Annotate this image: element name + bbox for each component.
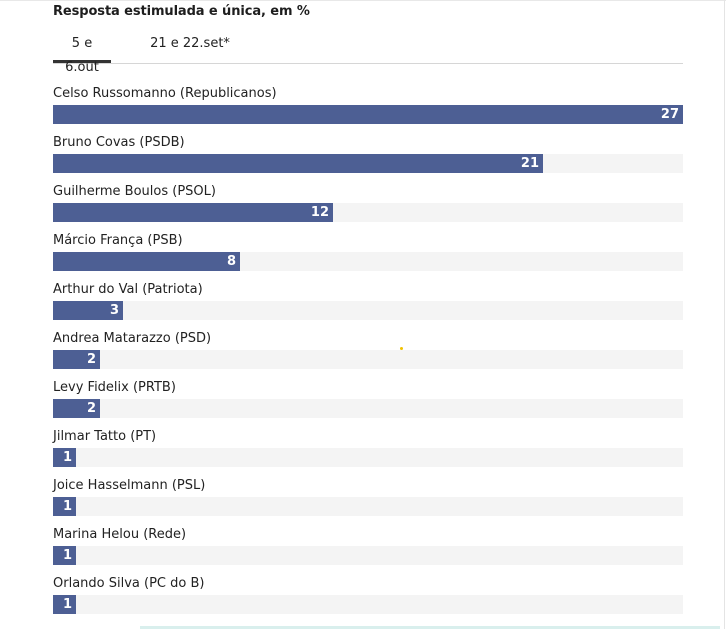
- category-label: Márcio França (PSB): [53, 233, 183, 248]
- period-tabs: 5 e 6.out 21 e 22.set*: [53, 32, 683, 75]
- value-label: 27: [660, 107, 679, 122]
- tab-21-22-set[interactable]: 21 e 22.set*: [150, 36, 230, 51]
- chart-row: Guilherme Boulos (PSOL) 12: [53, 182, 683, 231]
- value-label: 8: [226, 254, 236, 269]
- chart-row: Bruno Covas (PSDB) 21: [53, 133, 683, 182]
- value-label: 1: [62, 597, 72, 612]
- value-label: 2: [86, 352, 96, 367]
- chart-row: Andrea Matarazzo (PSD) 2: [53, 329, 683, 378]
- bar-track: 2: [53, 350, 683, 369]
- chart-row: Levy Fidelix (PRTB) 2: [53, 378, 683, 427]
- value-label: 3: [109, 303, 119, 318]
- bar: 27: [53, 105, 683, 124]
- tab-5-6-out[interactable]: 5 e 6.out: [53, 32, 111, 75]
- value-label: 1: [62, 499, 72, 514]
- bar-track: 8: [53, 252, 683, 271]
- category-label: Celso Russomanno (Republicanos): [53, 86, 277, 101]
- value-label: 12: [310, 205, 329, 220]
- category-label: Joice Hasselmann (PSL): [53, 478, 206, 493]
- value-label: 1: [62, 450, 72, 465]
- category-label: Orlando Silva (PC do B): [53, 576, 205, 591]
- category-label: Guilherme Boulos (PSOL): [53, 184, 216, 199]
- bar: 21: [53, 154, 543, 173]
- bar: 2: [53, 399, 100, 418]
- bar: 3: [53, 301, 123, 320]
- value-label: 1: [62, 548, 72, 563]
- bar-track: 1: [53, 595, 683, 614]
- bar-track: 2: [53, 399, 683, 418]
- right-divider: [724, 0, 725, 629]
- top-divider: [0, 0, 726, 1]
- bottom-strip: [140, 626, 720, 629]
- category-label: Arthur do Val (Patriota): [53, 282, 203, 297]
- bar-track: 1: [53, 497, 683, 516]
- bar-track: 27: [53, 105, 683, 124]
- chart-row: Márcio França (PSB) 8: [53, 231, 683, 280]
- category-label: Marina Helou (Rede): [53, 527, 187, 542]
- bar-track: 3: [53, 301, 683, 320]
- bar-chart: Celso Russomanno (Republicanos) 27 Bruno C…: [53, 84, 683, 623]
- category-label: Andrea Matarazzo (PSD): [53, 331, 212, 346]
- bar: 12: [53, 203, 333, 222]
- category-label: Bruno Covas (PSDB): [53, 135, 185, 150]
- value-label: 2: [86, 401, 96, 416]
- bar: 1: [53, 448, 76, 467]
- value-label: 21: [520, 156, 539, 171]
- bar: 1: [53, 546, 76, 565]
- bar: 1: [53, 497, 76, 516]
- bar: 2: [53, 350, 100, 369]
- bar: 1: [53, 595, 76, 614]
- chart-subtitle: Resposta estimulada e única, em %: [53, 4, 310, 19]
- bar-track: 12: [53, 203, 683, 222]
- bar-track: 1: [53, 448, 683, 467]
- chart-row: Orlando Silva (PC do B) 1: [53, 574, 683, 623]
- chart-row: Joice Hasselmann (PSL) 1: [53, 476, 683, 525]
- chart-row: Celso Russomanno (Republicanos) 27: [53, 84, 683, 133]
- category-label: Levy Fidelix (PRTB): [53, 380, 176, 395]
- bar-track: 1: [53, 546, 683, 565]
- chart-row: Arthur do Val (Patriota) 3: [53, 280, 683, 329]
- chart-row: Jilmar Tatto (PT) 1: [53, 427, 683, 476]
- chart-row: Marina Helou (Rede) 1: [53, 525, 683, 574]
- category-label: Jilmar Tatto (PT): [53, 429, 157, 444]
- cursor-dot: [400, 347, 403, 350]
- bar: 8: [53, 252, 240, 271]
- bar-track: 21: [53, 154, 683, 173]
